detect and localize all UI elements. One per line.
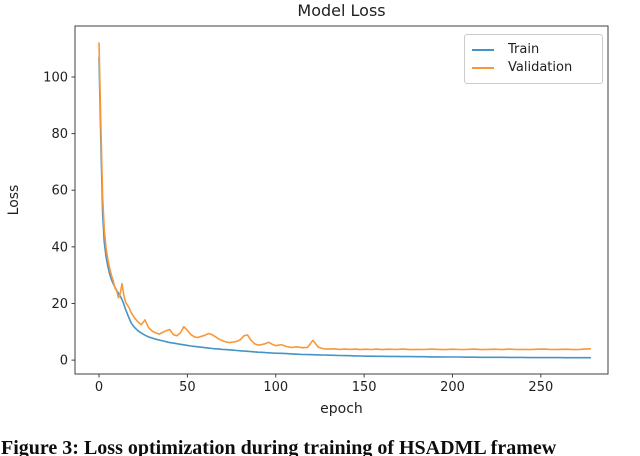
x-tick-label: 250 [528,380,553,395]
validation-loss-line [98,42,592,351]
x-tick-label: 0 [95,380,103,395]
figure-caption: Figure 3: Loss optimization during train… [1,437,557,456]
y-tick-label: 0 [60,354,68,369]
legend: Train Validation [464,34,603,84]
y-tick-label: 80 [51,127,68,142]
x-tick-label: 200 [440,380,465,395]
y-tick-label: 20 [51,297,68,312]
y-tick-label: 60 [51,184,68,199]
legend-label-train: Train [508,42,540,57]
train-loss-line [98,56,592,359]
chart-title: Model Loss [297,1,386,20]
legend-entry-validation: Validation [472,59,594,77]
x-tick-label: 50 [179,380,196,395]
plot-area: 0 50 100 150 200 250 0 20 40 60 80 100 [43,25,609,395]
y-tick-label: 40 [51,240,68,255]
train-line-swatch [472,49,494,51]
y-tick-label: 100 [43,70,68,85]
plot-frame [74,25,609,375]
x-axis-label: epoch [320,401,363,417]
x-tick-label: 100 [263,380,288,395]
legend-label-validation: Validation [508,60,573,75]
validation-line-swatch [472,67,494,69]
x-tick-label: 150 [352,380,377,395]
legend-entry-train: Train [472,41,594,59]
